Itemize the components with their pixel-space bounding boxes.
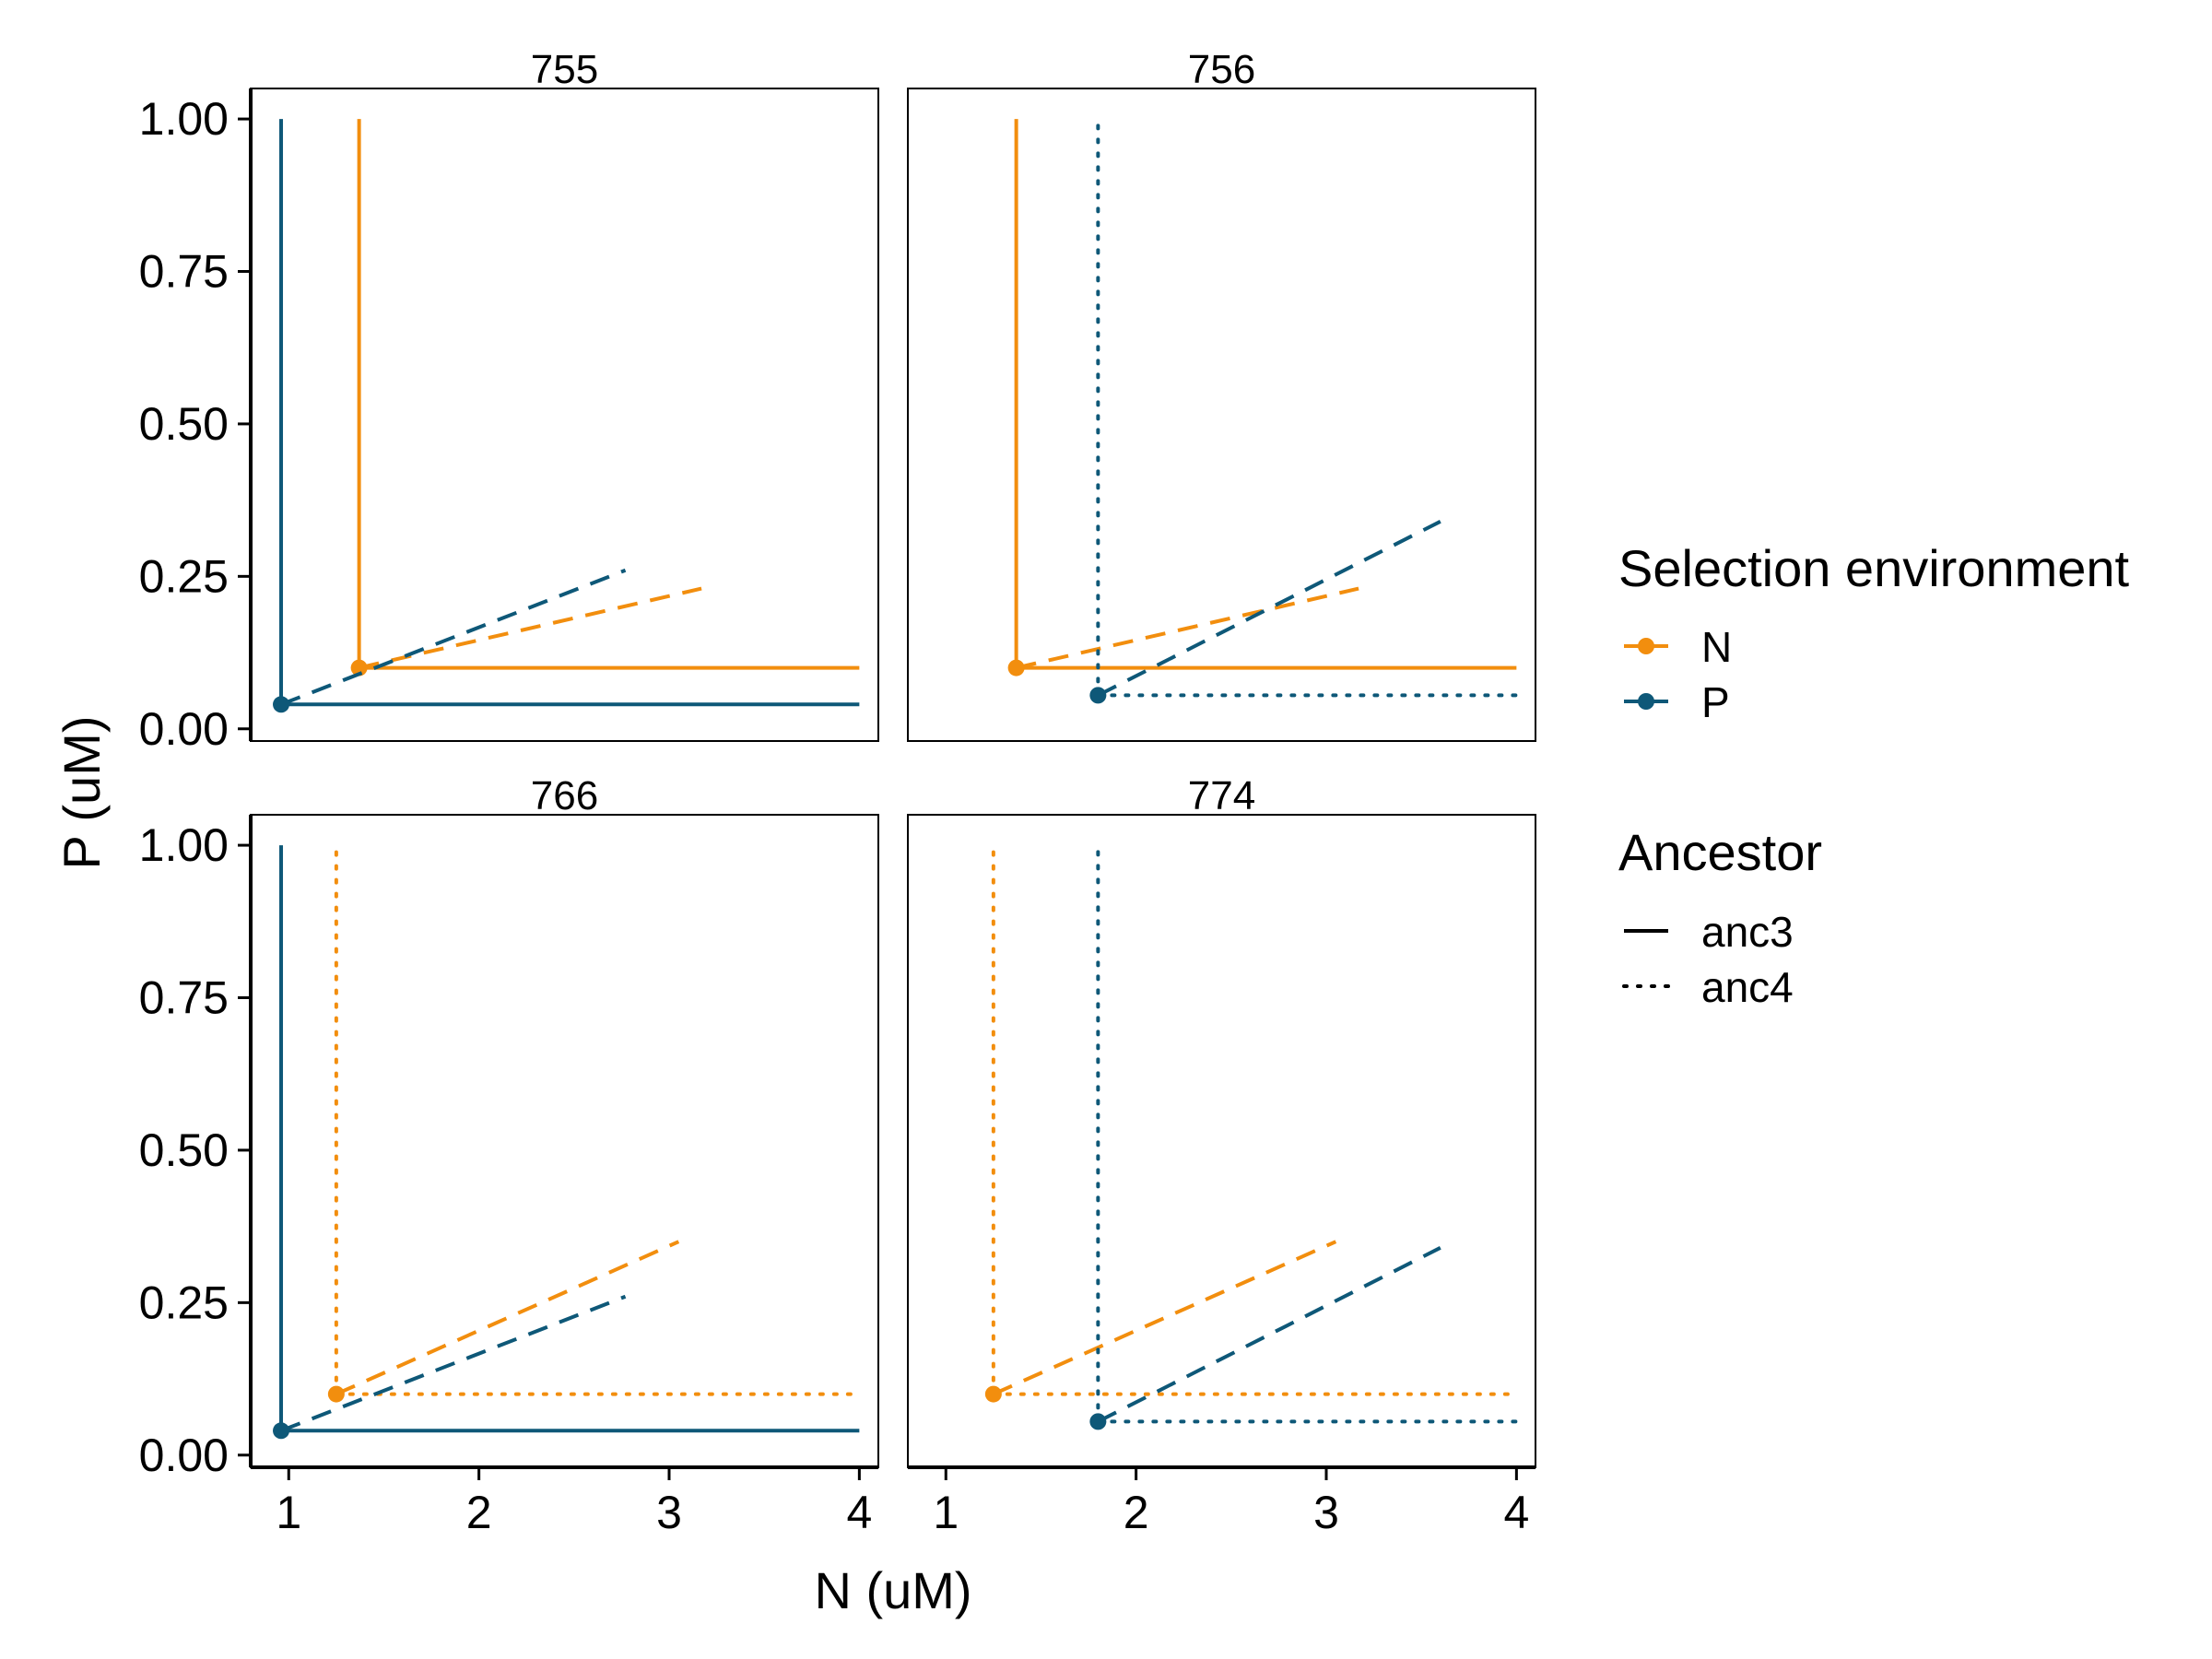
- legend-label-p: P: [1701, 678, 1730, 726]
- legend: Selection environment N P Ancestor anc3 …: [1618, 539, 2130, 1011]
- legend-item-anc3: anc3: [1624, 908, 1794, 956]
- consumption-vector-n: [1016, 586, 1359, 670]
- y-tick-label: 0.75: [139, 972, 229, 1024]
- legend-item-anc4: anc4: [1622, 963, 1794, 1011]
- point-n: [327, 1385, 345, 1403]
- legend-item-n: N: [1624, 623, 1732, 671]
- facet-title: 766: [531, 773, 598, 818]
- legend-key-point-n: [1638, 638, 1654, 654]
- panel-755: 755 0.00 0.25 0.50 0.75 1.00: [139, 47, 879, 755]
- x-tick-label: 1: [276, 1487, 301, 1538]
- panel-frame: [907, 88, 1536, 742]
- x-tick-label: 2: [466, 1487, 492, 1538]
- legend-item-p: P: [1624, 678, 1730, 726]
- panel-766: 766 0.00 0.25 0.50 0.75 1.00 1 2 3 4: [139, 773, 879, 1538]
- y-tick-label: 0.50: [139, 398, 229, 450]
- y-tick-label: 0.25: [139, 1277, 229, 1328]
- consumption-vector-n: [335, 1240, 680, 1396]
- x-tick-label: 4: [1503, 1487, 1529, 1538]
- point-n: [350, 659, 368, 677]
- x-axis-title: N (uM): [814, 1561, 971, 1619]
- point-n: [984, 1385, 1002, 1403]
- x-tick-label: 3: [656, 1487, 682, 1538]
- legend-title-selection: Selection environment: [1618, 539, 2130, 597]
- point-p: [1089, 687, 1107, 704]
- x-tick-label: 3: [1313, 1487, 1339, 1538]
- panel-frame: [250, 814, 879, 1468]
- y-tick-label: 1.00: [139, 819, 229, 871]
- panel-frame: [907, 814, 1536, 1468]
- legend-label-anc4: anc4: [1701, 963, 1794, 1011]
- facet-title: 774: [1188, 773, 1255, 818]
- legend-label-anc3: anc3: [1701, 908, 1794, 956]
- legend-label-n: N: [1701, 623, 1732, 671]
- consumption-vector-n: [359, 586, 702, 670]
- point-p: [1089, 1413, 1107, 1430]
- legend-key-point-p: [1638, 693, 1654, 710]
- y-tick-label: 0.00: [139, 1430, 229, 1481]
- facet-title: 756: [1188, 47, 1255, 92]
- panel-frame: [250, 88, 879, 742]
- facet-panels: 755 0.00 0.25 0.50 0.75 1.00 756 766 0.00 0.25 0.5…: [139, 47, 1536, 1538]
- x-tick-label: 4: [846, 1487, 872, 1538]
- y-tick-label: 0.00: [139, 703, 229, 755]
- panel-756: 756: [907, 47, 1536, 742]
- consumption-vector-n: [993, 1240, 1337, 1396]
- x-tick-label: 2: [1124, 1487, 1149, 1538]
- legend-title-ancestor: Ancestor: [1618, 823, 1822, 881]
- y-axis-title: P (uM): [53, 716, 111, 870]
- consumption-vector-p: [280, 568, 627, 707]
- point-p: [273, 1422, 290, 1440]
- y-tick-label: 1.00: [139, 93, 229, 145]
- x-tick-label: 1: [933, 1487, 959, 1538]
- point-p: [273, 696, 290, 713]
- facet-title: 755: [531, 47, 598, 92]
- consumption-vector-p: [280, 1294, 627, 1433]
- panel-774: 774 1 2 3 4: [907, 773, 1536, 1538]
- y-tick-label: 0.25: [139, 550, 229, 602]
- y-tick-label: 0.50: [139, 1124, 229, 1176]
- point-n: [1007, 659, 1025, 677]
- y-tick-label: 0.75: [139, 246, 229, 298]
